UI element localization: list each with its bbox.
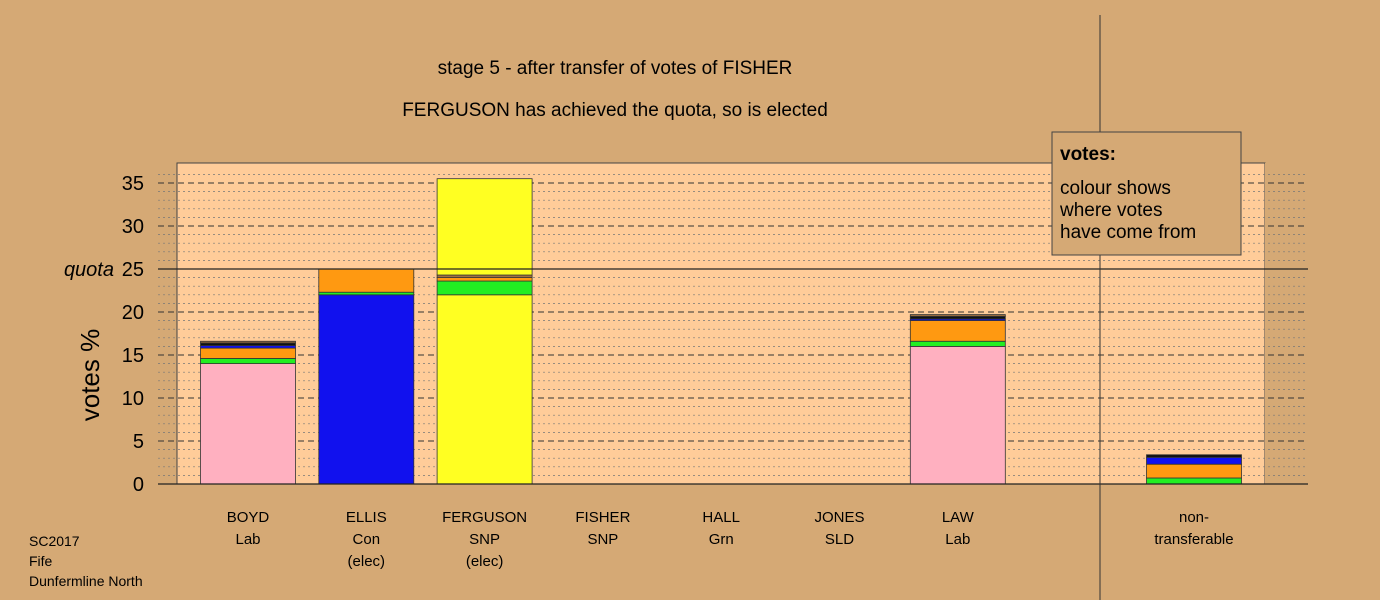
- bar-segment-nontransferable-2: [1146, 456, 1242, 465]
- legend-line-3: have come from: [1060, 222, 1196, 243]
- y-tick-label: 0: [133, 474, 144, 496]
- footer-line-1: SC2017: [29, 533, 80, 549]
- y-axis: 0 5 10 15 20 quota 25 30 35: [64, 173, 1308, 496]
- x-label-ellis-0: ELLIS: [346, 509, 387, 526]
- bar-segment-nontransferable-1: [1146, 463, 1242, 479]
- bar-segment-ferguson-2: [436, 277, 533, 282]
- y-tick-label: 20: [122, 302, 144, 324]
- x-label-law-1: Lab: [945, 531, 970, 548]
- bar-segment-ferguson-4: [436, 178, 533, 276]
- x-label-ellis-1: Con: [353, 531, 381, 548]
- y-axis-label: votes %: [75, 329, 105, 422]
- legend-title: votes:: [1060, 144, 1116, 165]
- bar-segment-nontransferable-3: [1146, 454, 1242, 458]
- bar-segment-ellis-2: [318, 268, 415, 293]
- bar-segment-boyd-2: [200, 347, 296, 359]
- bar-segment-boyd-5: [200, 340, 296, 344]
- bar-segment-ellis-0: [318, 294, 415, 485]
- bar-segment-law-0: [909, 345, 1006, 485]
- footer-line-2: Fife: [29, 553, 53, 569]
- quota-label: quota: [64, 259, 114, 281]
- x-label-fisher-1: SNP: [587, 531, 618, 548]
- bars-group: [200, 178, 1242, 485]
- bar-segment-law-5: [909, 314, 1006, 317]
- x-label-fisher-0: FISHER: [575, 509, 630, 526]
- chart-subtitle: FERGUSON has achieved the quota, so is e…: [402, 100, 828, 121]
- x-label-nontransferable-0: non-: [1179, 509, 1209, 526]
- bar-segment-ferguson-0: [436, 294, 533, 485]
- legend-line-2: where votes: [1059, 200, 1162, 221]
- legend: votes: colour shows where votes have com…: [1051, 131, 1242, 256]
- x-label-hall-0: HALL: [702, 509, 740, 526]
- x-label-ferguson-1: SNP: [469, 531, 500, 548]
- footer-line-3: Dunfermline North: [29, 573, 143, 589]
- x-label-ferguson-0: FERGUSON: [442, 509, 527, 526]
- bar-segment-law-2: [909, 320, 1006, 342]
- y-tick-label: 35: [122, 173, 144, 195]
- y-tick-label: 30: [122, 216, 144, 238]
- bar-segment-nontransferable-0: [1146, 477, 1242, 485]
- legend-box: [1051, 131, 1242, 256]
- grid-extension-right: [1265, 163, 1308, 484]
- x-label-ferguson-2: (elec): [466, 553, 504, 570]
- x-label-law-0: LAW: [942, 509, 975, 526]
- bar-segment-boyd-0: [200, 363, 296, 485]
- bar-segment-ferguson-1: [436, 280, 533, 296]
- y-tick-label: 10: [122, 388, 144, 410]
- x-label-ellis-2: (elec): [348, 553, 386, 570]
- x-label-hall-1: Grn: [709, 531, 734, 548]
- y-tick-label: 15: [122, 345, 144, 367]
- chart-title: stage 5 - after transfer of votes of FIS…: [438, 58, 793, 79]
- x-label-jones-0: JONES: [814, 509, 864, 526]
- y-tick-label: 25: [122, 259, 144, 281]
- legend-line-1: colour shows: [1060, 178, 1171, 199]
- bar-segment-boyd-1: [200, 358, 296, 365]
- bar-segment-law-1: [909, 340, 1006, 347]
- x-label-jones-1: SLD: [825, 531, 854, 548]
- x-label-nontransferable-1: transferable: [1154, 531, 1233, 548]
- x-axis-labels: BOYD Lab ELLIS Con (elec) FERGUSON SNP (elec) FI…: [227, 509, 1234, 570]
- y-tick-label: 5: [133, 431, 144, 453]
- x-label-boyd-1: Lab: [235, 531, 260, 548]
- x-label-boyd-0: BOYD: [227, 509, 270, 526]
